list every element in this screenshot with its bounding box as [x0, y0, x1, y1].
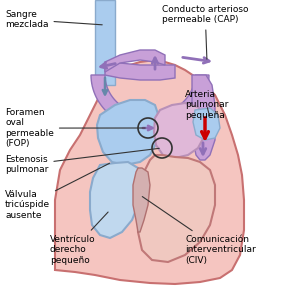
Polygon shape	[90, 162, 140, 238]
Polygon shape	[55, 60, 244, 284]
Polygon shape	[95, 0, 115, 85]
Polygon shape	[193, 108, 220, 140]
Polygon shape	[192, 75, 215, 160]
Polygon shape	[138, 155, 215, 262]
Text: Estenosis
pulmonar: Estenosis pulmonar	[5, 148, 159, 174]
Polygon shape	[133, 168, 150, 232]
Polygon shape	[91, 75, 209, 129]
Text: Foramen
oval
permeable
(FOP): Foramen oval permeable (FOP)	[5, 108, 145, 148]
Polygon shape	[154, 103, 205, 158]
Polygon shape	[105, 62, 175, 80]
Text: Válvula
tricúspide
ausente: Válvula tricúspide ausente	[5, 163, 109, 220]
Text: Sangre
mezclada: Sangre mezclada	[5, 10, 102, 29]
Text: Conducto arterioso
permeable (CAP): Conducto arterioso permeable (CAP)	[162, 5, 248, 59]
Polygon shape	[105, 50, 165, 72]
Text: Arteria
pulmonar
pequeña: Arteria pulmonar pequeña	[185, 90, 228, 120]
Text: Ventrículo
derecho
pequeño: Ventrículo derecho pequeño	[50, 212, 108, 265]
Polygon shape	[97, 100, 160, 165]
Text: Comunicación
interventricular
(CIV): Comunicación interventricular (CIV)	[142, 197, 256, 265]
